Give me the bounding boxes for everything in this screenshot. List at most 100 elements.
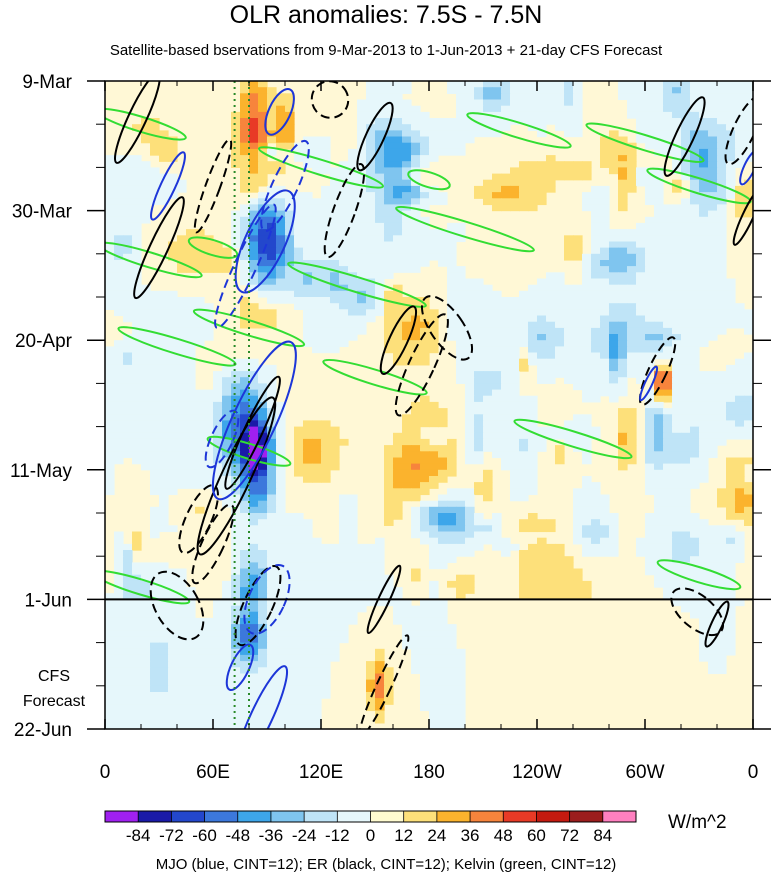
shading-cell bbox=[132, 457, 142, 465]
shading-cell bbox=[591, 216, 601, 224]
shading-cell bbox=[447, 451, 457, 459]
shading-cell bbox=[294, 469, 304, 477]
shading-cell bbox=[258, 173, 268, 181]
shading-cell bbox=[510, 303, 520, 310]
shading-cell bbox=[411, 198, 421, 206]
shading-cell bbox=[717, 272, 727, 280]
shading-cell bbox=[366, 204, 376, 212]
shading-cell bbox=[267, 445, 277, 452]
shading-cell bbox=[744, 519, 753, 526]
shading-cell bbox=[492, 198, 502, 206]
shading-cell bbox=[717, 630, 727, 638]
shading-cell bbox=[564, 587, 574, 594]
shading-cell bbox=[402, 148, 412, 156]
shading-cell bbox=[168, 698, 178, 705]
shading-cell bbox=[276, 266, 286, 273]
shading-cell bbox=[168, 648, 178, 656]
shading-cell bbox=[717, 99, 727, 107]
shading-cell bbox=[699, 605, 709, 613]
shading-cell bbox=[492, 445, 502, 452]
shading-cell bbox=[267, 611, 277, 619]
shading-cell bbox=[492, 340, 502, 347]
shading-cell bbox=[168, 253, 178, 261]
shading-cell bbox=[411, 654, 421, 662]
shading-cell bbox=[663, 290, 673, 298]
shading-cell bbox=[645, 340, 655, 347]
shading-cell bbox=[654, 315, 664, 323]
shading-cell bbox=[447, 266, 457, 273]
shading-cell bbox=[501, 457, 511, 465]
shading-cell bbox=[159, 562, 169, 570]
shading-cell bbox=[546, 173, 556, 181]
shading-cell bbox=[357, 124, 367, 131]
shading-cell bbox=[735, 303, 745, 310]
shading-cell bbox=[744, 210, 753, 218]
shading-cell bbox=[276, 617, 286, 625]
shading-cell bbox=[186, 661, 196, 668]
colorbar-label: -24 bbox=[292, 826, 317, 845]
shading-cell bbox=[591, 192, 601, 199]
shading-cell bbox=[636, 278, 646, 286]
shading-cell bbox=[141, 389, 151, 397]
shading-cell bbox=[708, 148, 718, 156]
shading-cell bbox=[609, 297, 619, 304]
shading-cell bbox=[267, 395, 277, 403]
shading-cell bbox=[294, 574, 304, 582]
shading-cell bbox=[195, 229, 205, 236]
shading-cell bbox=[690, 438, 700, 446]
shading-cell bbox=[195, 692, 205, 699]
shading-cell bbox=[744, 506, 753, 514]
shading-cell bbox=[366, 210, 376, 218]
shading-cell bbox=[285, 278, 295, 286]
shading-cell bbox=[483, 118, 493, 125]
shading-cell bbox=[375, 537, 385, 545]
shading-cell bbox=[492, 297, 502, 304]
shading-cell bbox=[717, 297, 727, 304]
er-contour bbox=[133, 196, 185, 300]
shading-cell bbox=[141, 210, 151, 218]
shading-cell bbox=[582, 204, 592, 212]
shading-cell bbox=[411, 667, 421, 675]
shading-cell bbox=[159, 395, 169, 403]
shading-cell bbox=[600, 204, 610, 212]
shading-cell bbox=[564, 130, 574, 138]
shading-cell bbox=[267, 710, 277, 718]
shading-cell bbox=[294, 241, 304, 249]
shading-cell bbox=[429, 247, 439, 255]
shading-cell bbox=[699, 451, 709, 459]
shading-cell bbox=[240, 179, 250, 187]
shading-cell bbox=[321, 654, 331, 662]
shading-cell bbox=[159, 290, 169, 298]
shading-cell bbox=[411, 476, 421, 483]
shading-cell bbox=[618, 229, 628, 236]
shading-cell bbox=[555, 272, 565, 280]
shading-cell bbox=[456, 377, 466, 384]
shading-cell bbox=[582, 321, 592, 329]
shading-cell bbox=[519, 93, 529, 101]
shading-cell bbox=[447, 513, 457, 520]
shading-cell bbox=[348, 321, 358, 329]
shading-cell bbox=[429, 142, 439, 150]
shading-cell bbox=[591, 488, 601, 496]
shading-cell bbox=[366, 198, 376, 206]
shading-cell bbox=[744, 93, 753, 101]
shading-cell bbox=[420, 617, 430, 625]
shading-cell bbox=[384, 340, 394, 347]
shading-cell bbox=[582, 167, 592, 175]
shading-cell bbox=[411, 235, 421, 243]
shading-cell bbox=[303, 204, 313, 212]
shading-cell bbox=[258, 432, 268, 440]
colorbar-label: -48 bbox=[225, 826, 250, 845]
shading-cell bbox=[681, 260, 691, 267]
shading-cell bbox=[150, 568, 160, 576]
shading-cell bbox=[420, 155, 430, 162]
shading-cell bbox=[645, 105, 655, 113]
shading-cell bbox=[609, 383, 619, 391]
shading-cell bbox=[186, 469, 196, 477]
shading-cell bbox=[402, 142, 412, 150]
shading-cell bbox=[600, 198, 610, 206]
shading-cell bbox=[627, 87, 637, 94]
shading-cell bbox=[645, 124, 655, 131]
shading-cell bbox=[222, 408, 232, 415]
er-contour bbox=[420, 295, 474, 361]
